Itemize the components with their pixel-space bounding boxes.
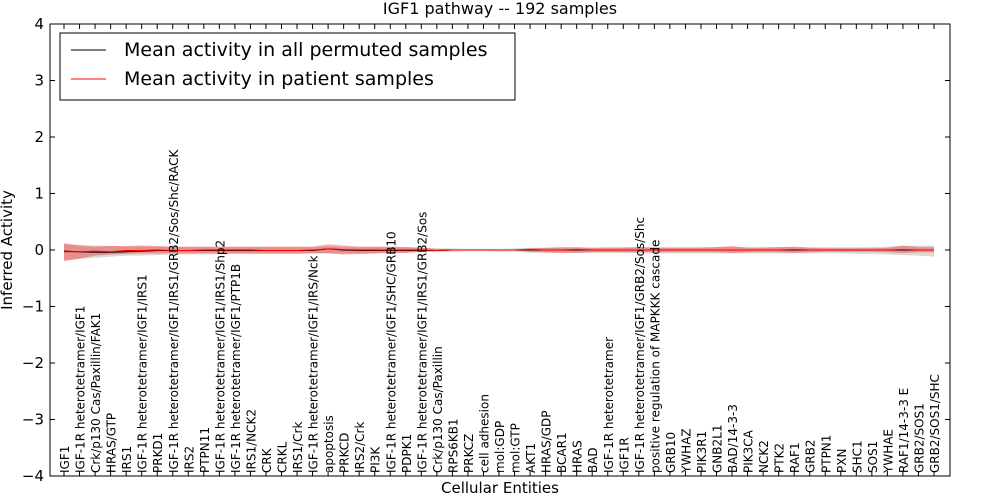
y-tick-label: 0 bbox=[34, 241, 44, 259]
x-tick-label: GRB2/SOS1/SHC bbox=[928, 374, 942, 473]
x-tick-label: RAF1 bbox=[788, 442, 802, 473]
x-tick-label: IGF-1R heterotetramer/IGF1 bbox=[74, 306, 88, 473]
x-tick-label: AKT1 bbox=[524, 443, 538, 473]
y-tick-label: 4 bbox=[34, 15, 44, 33]
x-tick-label: IGF-1R heterotetramer/IGF1/GRB2/Sos/Shc bbox=[633, 217, 647, 473]
x-tick-label: YWHAE bbox=[881, 429, 895, 474]
x-tick-label: GRB2 bbox=[804, 439, 818, 473]
x-tick-label: PI3K bbox=[369, 446, 383, 473]
x-tick-label: IGF-1R heterotetramer/IGF1/IRS1/GRB2/Sos… bbox=[167, 148, 181, 473]
line-series-1 bbox=[64, 248, 934, 253]
x-tick-label: RAF1/14-3-3 E bbox=[897, 388, 911, 473]
x-tick-label: mol:GDP bbox=[493, 421, 507, 473]
x-tick-label: GNB2L1 bbox=[711, 425, 725, 473]
x-tick-label: positive regulation of MAPKKK cascade bbox=[648, 240, 662, 473]
x-tick-label: GRB2/SOS1 bbox=[912, 403, 926, 473]
x-tick-label: YWHAZ bbox=[679, 428, 693, 474]
x-axis-label: Cellular Entities bbox=[441, 479, 559, 497]
y-axis-label: Inferred Activity bbox=[0, 190, 16, 310]
x-tick-label: PTPN1 bbox=[819, 435, 833, 473]
x-tick-label: HRAS/GTP bbox=[105, 413, 119, 473]
x-tick-label: IGF-1R heterotetramer/IGF1/IRS/Nck bbox=[307, 255, 321, 473]
x-tick-label: IRS1/Crk bbox=[291, 422, 305, 473]
x-tick-label: IRS1 bbox=[120, 446, 134, 473]
x-tick-label: PRKCD bbox=[338, 433, 352, 473]
x-tick-label: mol:GTP bbox=[509, 423, 523, 473]
x-tick-label: NCK2 bbox=[757, 440, 771, 473]
y-tick-label: −3 bbox=[22, 411, 44, 429]
x-tick-label: IGF-1R heterotetramer/IGF1/IRS1/GRB2/Sos bbox=[415, 212, 429, 473]
legend-label-permuted: Mean activity in all permuted samples bbox=[124, 39, 487, 61]
y-tick-label: 1 bbox=[34, 185, 44, 203]
x-tick-label: Crk/p130 Cas/Paxillin/FAK1 bbox=[89, 313, 103, 473]
x-tick-label: PTPN11 bbox=[198, 427, 212, 473]
x-tick-label: PIK3CA bbox=[742, 429, 756, 473]
x-tick-label: IRS1/NCK2 bbox=[244, 409, 258, 473]
chart-title: IGF1 pathway -- 192 samples bbox=[383, 0, 617, 18]
band-series-1 bbox=[64, 243, 934, 262]
x-tick-label: IGF-1R heterotetramer/IGF1/IRS1/Shp2 bbox=[213, 240, 227, 473]
band-series-0 bbox=[64, 244, 934, 261]
x-tick-label: PDPK1 bbox=[400, 434, 414, 473]
series-lines bbox=[63, 248, 934, 253]
x-tick-label: IGF-1R heterotetramer/IGF1/IRS1 bbox=[136, 274, 150, 473]
x-tick-label: PRKCZ bbox=[462, 434, 476, 473]
x-tick-label: HRAS/GDP bbox=[540, 410, 554, 473]
x-tick-label: Crk/p130 Cas/Paxillin bbox=[431, 346, 445, 473]
x-tick-label: BCAR1 bbox=[555, 432, 569, 473]
x-tick-label: GRB10 bbox=[664, 432, 678, 473]
legend-label-patient: Mean activity in patient samples bbox=[124, 68, 434, 90]
legend: Mean activity in all permuted samples Me… bbox=[59, 32, 516, 101]
x-tick-label: CRKL bbox=[276, 441, 290, 473]
x-tick-label: IGF1 bbox=[58, 446, 72, 473]
x-tick-label: PTK2 bbox=[773, 443, 787, 473]
y-ticks: −4 −3 −2 −1 0 1 2 3 4 bbox=[22, 15, 950, 485]
x-tick-label: IGF1R bbox=[617, 437, 631, 473]
x-tick-label: BAD bbox=[586, 447, 600, 473]
y-tick-label: −4 bbox=[22, 467, 44, 485]
x-tick-label: SHC1 bbox=[850, 440, 864, 473]
x-tick-label: IRS2/Crk bbox=[353, 422, 367, 473]
x-tick-label: HRAS bbox=[571, 440, 585, 473]
x-tick-label: BAD/14-3-3 bbox=[726, 404, 740, 473]
x-tick-label: IGF-1R heterotetramer/IGF1/SHC/GRB10 bbox=[384, 231, 398, 473]
x-tick-label: PRKD1 bbox=[151, 433, 165, 473]
x-tick-label: RPS6KB1 bbox=[446, 418, 460, 473]
x-tick-label: PIK3R1 bbox=[695, 431, 709, 473]
y-tick-label: 3 bbox=[34, 72, 44, 90]
y-tick-label: −2 bbox=[22, 354, 44, 372]
plot-frame bbox=[49, 23, 951, 477]
x-tick-label: cell adhesion bbox=[477, 394, 491, 473]
x-tick-label: apoptosis bbox=[322, 415, 336, 473]
legend-box bbox=[59, 32, 516, 101]
y-tick-label: 2 bbox=[34, 128, 44, 146]
confidence-bands bbox=[64, 243, 934, 262]
y-tick-label: −1 bbox=[22, 298, 44, 316]
x-tick-label: IRS2 bbox=[182, 446, 196, 473]
x-ticks: IGF1 IGF-1R heterotetramer/IGF1 Crk/p130 C… bbox=[58, 24, 942, 476]
x-tick-label: IGF-1R heterotetramer bbox=[602, 337, 616, 473]
x-tick-label: SOS1 bbox=[866, 441, 880, 473]
x-tick-label: CRK bbox=[260, 447, 274, 473]
x-tick-label: PXN bbox=[835, 449, 849, 473]
x-tick-label: IGF-1R heterotetramer/IGF1/PTP1B bbox=[229, 264, 243, 473]
